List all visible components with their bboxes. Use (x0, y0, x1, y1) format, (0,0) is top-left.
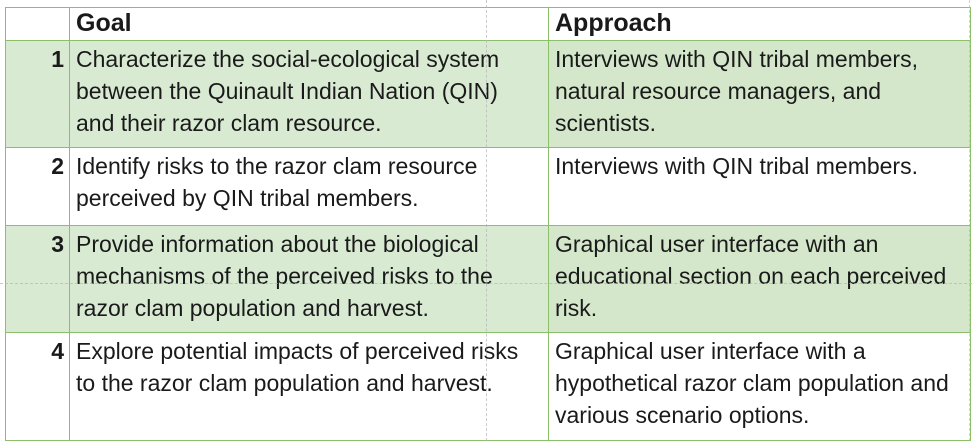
approach-cell: Graphical user interface with a hypothet… (549, 333, 971, 440)
header-number-cell (6, 8, 70, 40)
approach-cell: Interviews with QIN tribal members, natu… (549, 41, 971, 147)
vertical-guide-line (486, 0, 487, 441)
row-number: 4 (6, 333, 70, 440)
row-number: 1 (6, 41, 70, 147)
table-header-row: Goal Approach (6, 8, 971, 41)
right-guide-line (969, 0, 970, 441)
goal-cell: Characterize the social-ecological syste… (70, 41, 549, 147)
header-approach-cell: Approach (549, 8, 971, 40)
approach-cell: Interviews with QIN tribal members. (549, 148, 971, 225)
table-row: 4 Explore potential impacts of perceived… (6, 333, 971, 441)
goal-cell: Explore potential impacts of perceived r… (70, 333, 549, 440)
goals-approach-table: Goal Approach 1 Characterize the social-… (5, 7, 971, 441)
table-row: 3 Provide information about the biologic… (6, 226, 971, 333)
header-goal-cell: Goal (70, 8, 549, 40)
table-row: 1 Characterize the social-ecological sys… (6, 41, 971, 148)
horizontal-guide-line (0, 283, 972, 284)
row-number: 2 (6, 148, 70, 225)
table-row: 2 Identify risks to the razor clam resou… (6, 148, 971, 226)
approach-cell: Graphical user interface with an educati… (549, 226, 971, 332)
goal-cell: Provide information about the biological… (70, 226, 549, 332)
goal-cell: Identify risks to the razor clam resourc… (70, 148, 549, 225)
row-number: 3 (6, 226, 70, 332)
